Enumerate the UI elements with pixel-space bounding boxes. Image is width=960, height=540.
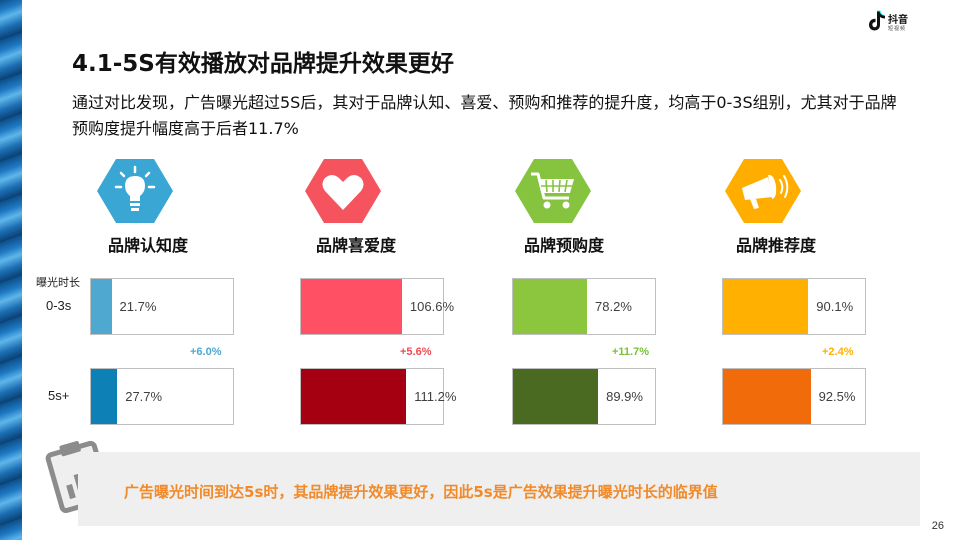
diff-label: +6.0% xyxy=(190,346,222,358)
category-label: 品牌认知度 xyxy=(108,236,189,255)
heart-icon xyxy=(305,159,381,223)
douyin-logo-icon xyxy=(869,10,886,31)
bar xyxy=(513,279,588,334)
bar xyxy=(91,279,112,334)
bar-box: 111.2% xyxy=(300,368,456,425)
row-header: 曝光时长 xyxy=(36,276,80,289)
bar-value-label: 92.5% xyxy=(818,389,856,404)
logo-subtitle: 短视频 xyxy=(888,26,907,32)
bar xyxy=(513,369,599,424)
bar-box: 106.6% xyxy=(300,278,454,335)
shopping-cart-icon xyxy=(515,159,591,223)
summary-box: 广告曝光时间到达5s时，其品牌提升效果更好，因此5s是广告效果提升曝光时长的临界… xyxy=(78,452,920,526)
bar-box: 92.5% xyxy=(722,368,866,425)
page-title: 4.1-5S有效播放对品牌提升效果更好 xyxy=(72,51,454,77)
bar xyxy=(91,369,118,424)
logo-name: 抖音 xyxy=(888,15,908,26)
bar-value-label: 89.9% xyxy=(606,389,643,404)
diff-label: +2.4% xyxy=(822,346,854,358)
decorative-left-stripe xyxy=(0,0,22,540)
douyin-logo: 抖音 短视频 xyxy=(868,8,928,38)
bar-value-label: 106.6% xyxy=(409,299,454,314)
diff-label: +5.6% xyxy=(400,346,432,358)
bar-box: 27.7% xyxy=(90,368,234,425)
summary-text: 广告曝光时间到达5s时，其品牌提升效果更好，因此5s是广告效果提升曝光时长的临界… xyxy=(124,483,718,501)
bar-value-label: 111.2% xyxy=(414,389,457,404)
bar-value-label: 21.7% xyxy=(119,299,157,314)
category-label: 品牌预购度 xyxy=(524,236,605,255)
row-label-5s-plus: 5s+ xyxy=(48,388,70,403)
bar-value-label: 78.2% xyxy=(595,299,632,314)
bar-value-label: 90.1% xyxy=(816,299,854,314)
category-label: 品牌推荐度 xyxy=(736,236,817,255)
bar xyxy=(723,369,811,424)
bar xyxy=(301,369,407,424)
bar-box: 21.7% xyxy=(90,278,234,335)
bar-box: 78.2% xyxy=(512,278,656,335)
page-description: 通过对比发现，广告曝光超过5S后，其对于品牌认知、喜爱、预购和推荐的提升度，均高… xyxy=(72,93,897,138)
lightbulb-icon xyxy=(97,159,173,223)
category-label: 品牌喜爱度 xyxy=(316,236,397,255)
diff-label: +11.7% xyxy=(612,346,650,358)
bar-box: 90.1% xyxy=(722,278,866,335)
bar-value-label: 27.7% xyxy=(125,389,163,404)
megaphone-icon xyxy=(725,159,801,223)
bar-box: 89.9% xyxy=(512,368,656,425)
page-number: 26 xyxy=(931,520,944,532)
row-label-0-3s: 0-3s xyxy=(46,298,72,313)
bar xyxy=(723,279,809,334)
bar xyxy=(301,279,402,334)
